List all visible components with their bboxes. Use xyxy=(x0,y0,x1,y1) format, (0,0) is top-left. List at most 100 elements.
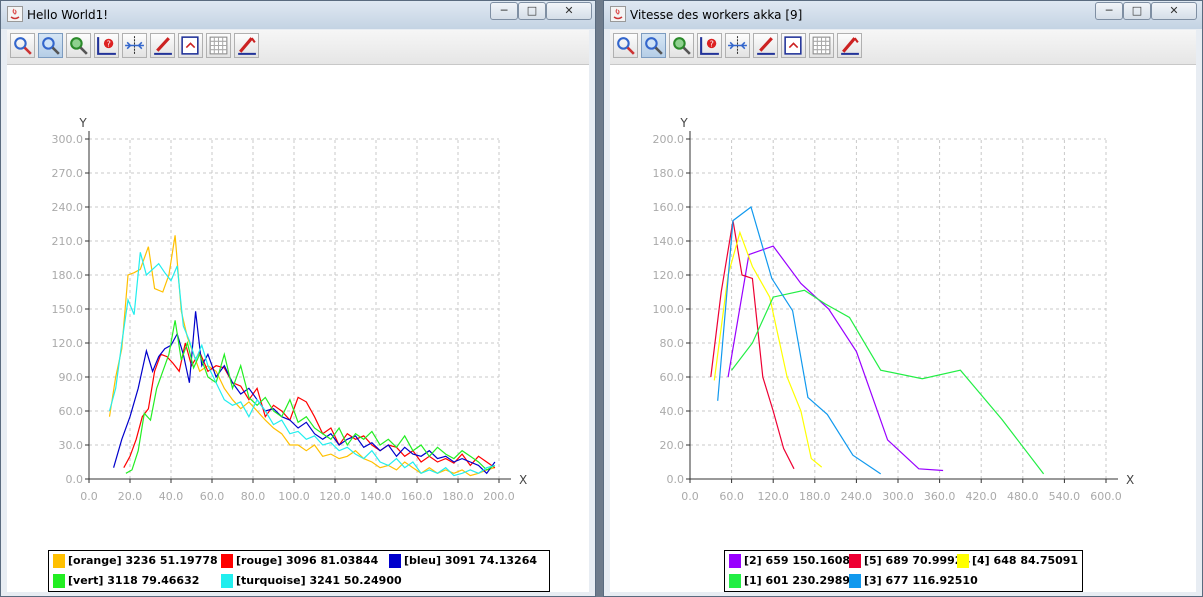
chart-legend: [orange] 3236 51.19778 [rouge] 3096 81.03… xyxy=(48,550,550,592)
x-tick-label: 20.0 xyxy=(118,490,143,503)
x-tick-label: 160.0 xyxy=(401,490,433,503)
x-tick-label: 420.0 xyxy=(965,490,997,503)
zoom-button[interactable] xyxy=(38,33,63,58)
series-line-1 xyxy=(710,220,795,470)
series-line-4 xyxy=(108,252,496,477)
zoom-out-button[interactable] xyxy=(66,33,91,58)
y-tick-label: 200.0 xyxy=(653,133,685,146)
y-tick-label: 80.0 xyxy=(660,337,685,350)
center-axes-icon xyxy=(728,36,747,55)
axis-settings-button[interactable]: ? xyxy=(94,33,119,58)
y-axis-label: Y xyxy=(679,116,688,130)
x-tick-label: 0.0 xyxy=(681,490,699,503)
export-icon xyxy=(784,36,802,55)
x-tick-label: 100.0 xyxy=(278,490,310,503)
close-icon: ✕ xyxy=(1169,4,1179,17)
title-bar[interactable]: Hello World1! ─ □ ✕ xyxy=(1,1,595,29)
y-tick-label: 240.0 xyxy=(52,201,84,214)
legend-label: [1] 601 230.29893 xyxy=(744,574,858,587)
zoom-out-button[interactable] xyxy=(669,33,694,58)
close-button[interactable]: ✕ xyxy=(546,2,592,20)
axis-settings-button[interactable]: ? xyxy=(697,33,722,58)
legend-edit-icon xyxy=(238,37,256,55)
legend-edit-button[interactable] xyxy=(234,33,259,58)
grid-button[interactable] xyxy=(809,33,834,58)
minimize-button[interactable]: ─ xyxy=(1095,2,1123,20)
close-icon: ✕ xyxy=(564,4,574,17)
y-tick-label: 150.0 xyxy=(52,303,84,316)
legend-label: [5] 689 70.99924 xyxy=(864,554,971,567)
series-line-2 xyxy=(113,311,496,475)
legend-label: [orange] 3236 51.19778 xyxy=(68,554,218,567)
series-line-0 xyxy=(108,235,496,477)
window-title: Hello World1! xyxy=(27,8,109,22)
grid-icon xyxy=(209,36,228,55)
legend-swatch xyxy=(849,554,861,568)
y-tick-label: 100.0 xyxy=(653,303,685,316)
y-tick-label: 120.0 xyxy=(653,269,685,282)
x-tick-label: 360.0 xyxy=(924,490,956,503)
y-tick-label: 300.0 xyxy=(52,133,84,146)
x-tick-label: 200.0 xyxy=(483,490,515,503)
minimize-button[interactable]: ─ xyxy=(490,2,518,20)
legend-label: [3] 677 116.92510 xyxy=(864,574,978,587)
axis-settings-icon: ? xyxy=(700,37,719,55)
x-tick-label: 180.0 xyxy=(799,490,831,503)
legend-swatch xyxy=(53,554,65,568)
x-axis-label: X xyxy=(519,473,527,487)
chart-svg: 0.0 60.0 120.0 180.0 240.0 300.0 360.0 420.0 480… xyxy=(653,116,1135,503)
legend-label: [vert] 3118 79.46632 xyxy=(68,574,200,587)
close-button[interactable]: ✕ xyxy=(1151,2,1197,20)
y-tick-label: 20.0 xyxy=(660,439,685,452)
chart-svg: 0.0 20.0 40.0 60.0 80.0 100.0 120.0 140.0 160.0 1… xyxy=(52,116,528,503)
title-bar[interactable]: Vitesse des workers akka [9] ─ □ ✕ xyxy=(604,1,1202,29)
export-button[interactable] xyxy=(178,33,203,58)
y-tick-label: 120.0 xyxy=(52,337,84,350)
chart-grid xyxy=(690,138,1107,479)
x-tick-label: 300.0 xyxy=(882,490,914,503)
zoom-fit-icon xyxy=(617,37,635,55)
y-tick-label: 270.0 xyxy=(52,167,84,180)
legend-edit-icon xyxy=(841,37,859,55)
edit-icon xyxy=(154,37,172,55)
maximize-button[interactable]: □ xyxy=(518,2,546,20)
java-app-icon xyxy=(610,6,626,22)
legend-edit-button[interactable] xyxy=(837,33,862,58)
legend-swatch xyxy=(729,554,741,568)
maximize-icon: □ xyxy=(1131,4,1143,17)
chart-panel: 0.0 60.0 120.0 180.0 240.0 300.0 360.0 420.0 480… xyxy=(610,65,1196,592)
maximize-button[interactable]: □ xyxy=(1123,2,1151,20)
y-tick-label: 140.0 xyxy=(653,235,685,248)
svg-text:?: ? xyxy=(107,39,111,49)
zoom-fit-button[interactable] xyxy=(10,33,35,58)
edit-icon xyxy=(757,37,775,55)
grid-icon xyxy=(812,36,831,55)
edit-button[interactable] xyxy=(753,33,778,58)
y-tick-label: 40.0 xyxy=(660,405,685,418)
zoom-icon xyxy=(42,37,60,55)
y-tick-label: 60.0 xyxy=(59,405,84,418)
legend-swatch xyxy=(849,574,861,588)
y-axis-label: Y xyxy=(78,116,87,130)
chart-panel: 0.0 20.0 40.0 60.0 80.0 100.0 120.0 140.0 160.0 1… xyxy=(7,65,589,592)
series-line-3 xyxy=(731,289,1045,475)
x-tick-label: 0.0 xyxy=(80,490,98,503)
legend-swatch xyxy=(729,574,741,588)
center-axes-button[interactable] xyxy=(725,33,750,58)
zoom-out-icon xyxy=(70,37,88,55)
x-tick-label: 240.0 xyxy=(841,490,873,503)
center-axes-button[interactable] xyxy=(122,33,147,58)
x-tick-label: 120.0 xyxy=(319,490,351,503)
grid-button[interactable] xyxy=(206,33,231,58)
minimize-icon: ─ xyxy=(500,4,508,17)
zoom-fit-button[interactable] xyxy=(613,33,638,58)
zoom-icon xyxy=(645,37,663,55)
zoom-button[interactable] xyxy=(641,33,666,58)
center-axes-icon xyxy=(125,36,144,55)
edit-button[interactable] xyxy=(150,33,175,58)
minimize-icon: ─ xyxy=(1105,4,1113,17)
x-tick-label: 60.0 xyxy=(719,490,744,503)
y-tick-label: 180.0 xyxy=(653,167,685,180)
x-tick-label: 140.0 xyxy=(360,490,392,503)
export-button[interactable] xyxy=(781,33,806,58)
